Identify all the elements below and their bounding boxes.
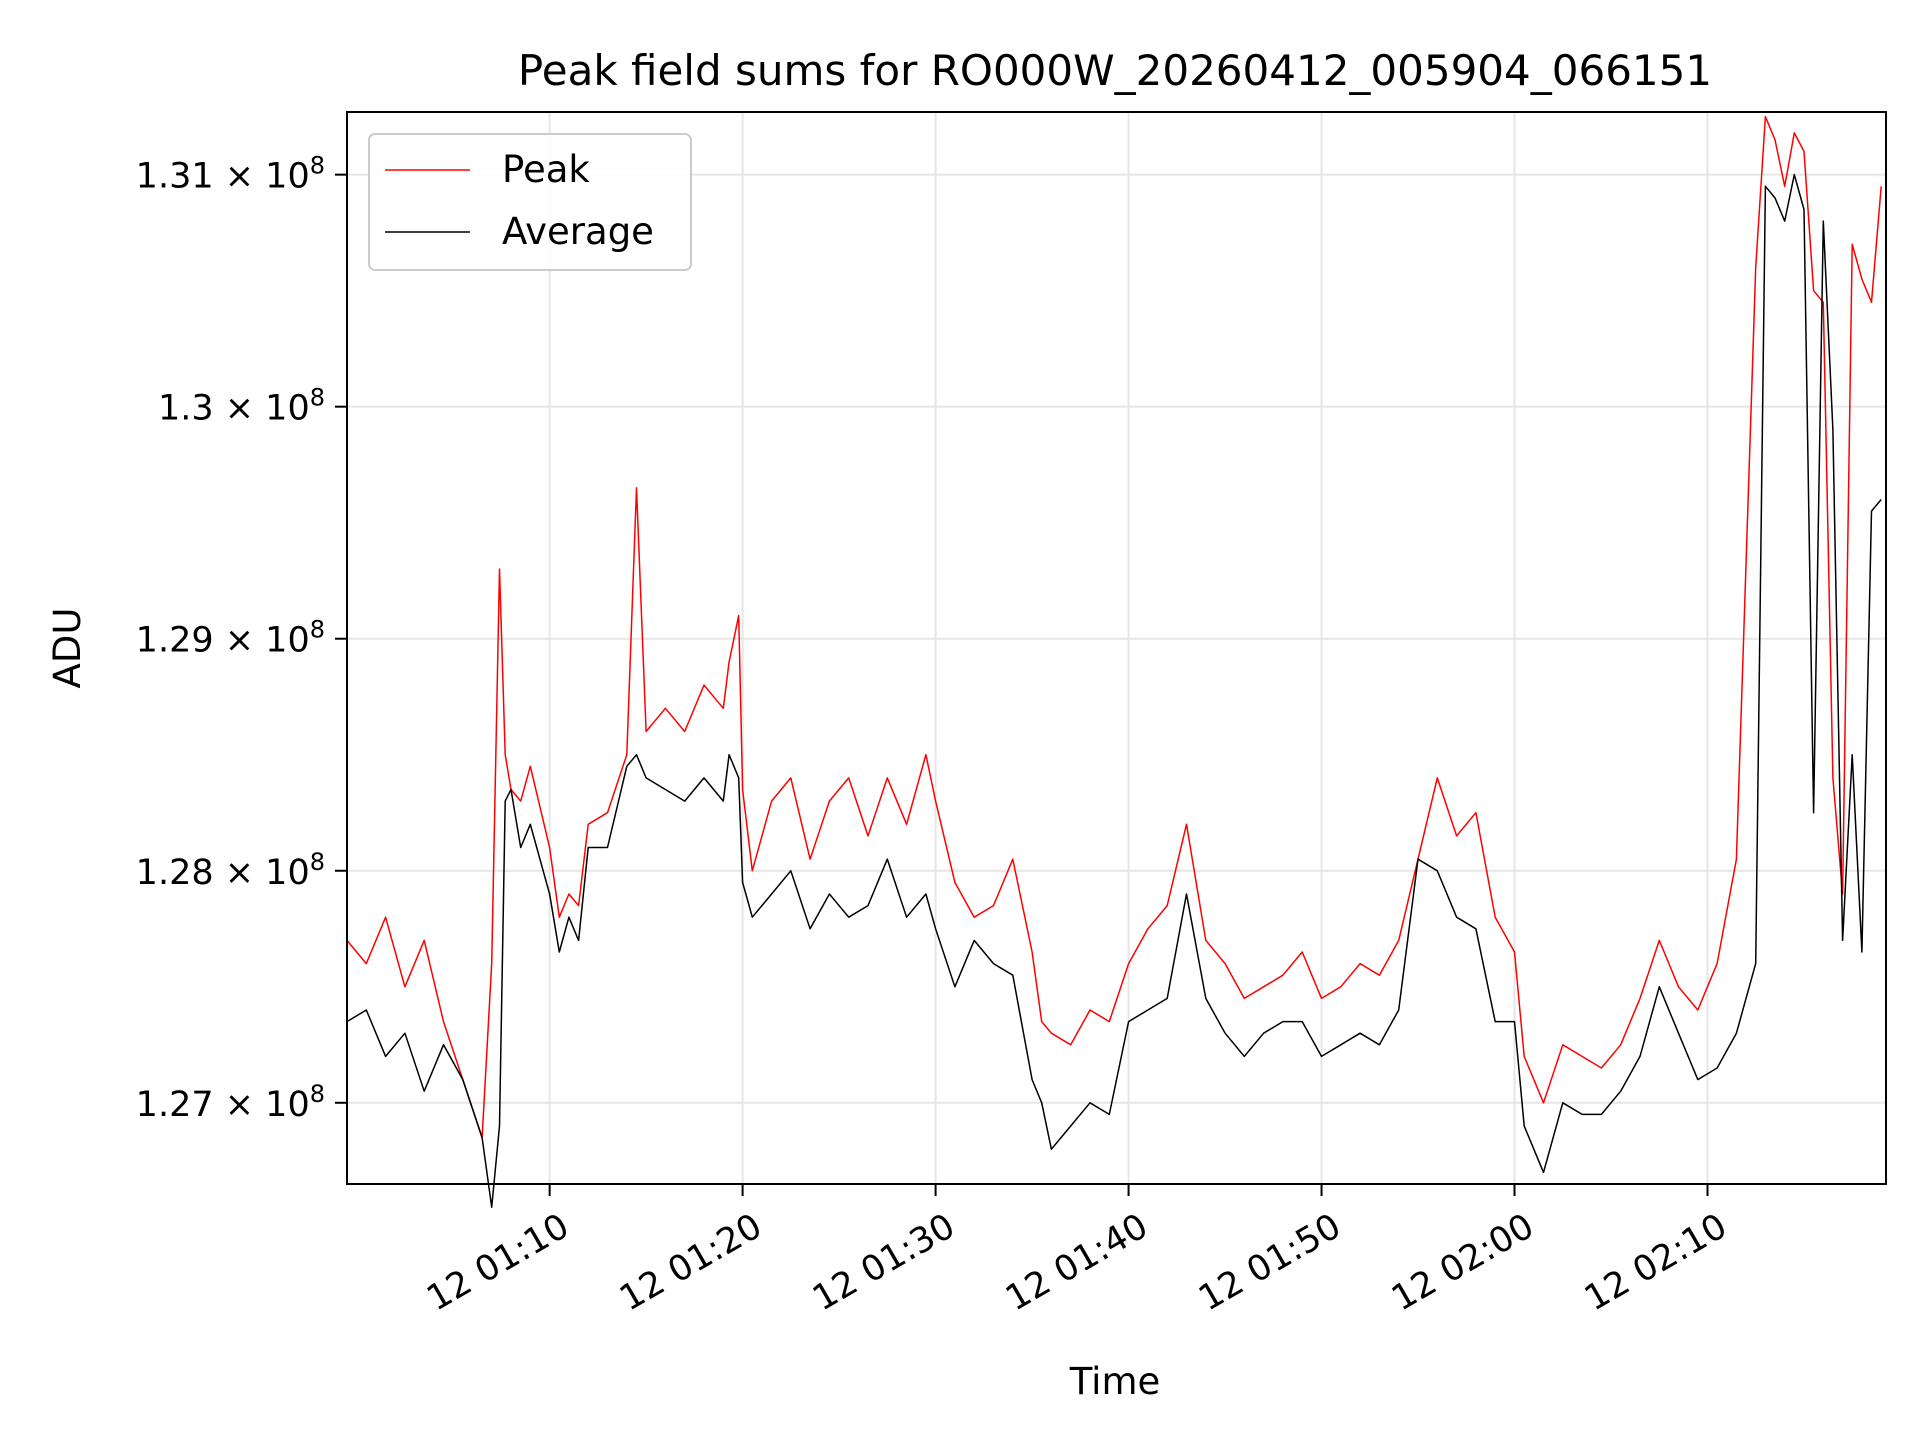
y-tick-label: 1.3 × 108 [158, 384, 325, 429]
y-axis: 1.27 × 108 1.28 × 108 1.29 × 108 1.3 × 108 1… [136, 152, 347, 1125]
y-tick-label: 1.27 × 108 [136, 1080, 325, 1125]
chart-title: Peak field sums for RO000W_20260412_0059… [518, 46, 1712, 95]
legend-label-peak: Peak [502, 148, 590, 191]
legend: Peak Average [368, 133, 692, 271]
y-tick-label: 1.29 × 108 [136, 616, 325, 661]
y-tick-label: 1.28 × 108 [136, 848, 325, 893]
plot-frame [346, 111, 1887, 1185]
series-line-average [346, 173, 1882, 1208]
legend-label-average: Average [502, 210, 654, 253]
x-axis-label: Time [1069, 1360, 1161, 1403]
legend-box [368, 133, 692, 271]
y-axis-label: ADU [46, 608, 89, 689]
y-tick-label: 1.31 × 108 [136, 152, 325, 197]
series-line-peak [346, 115, 1882, 1139]
series-lines [346, 115, 1882, 1208]
